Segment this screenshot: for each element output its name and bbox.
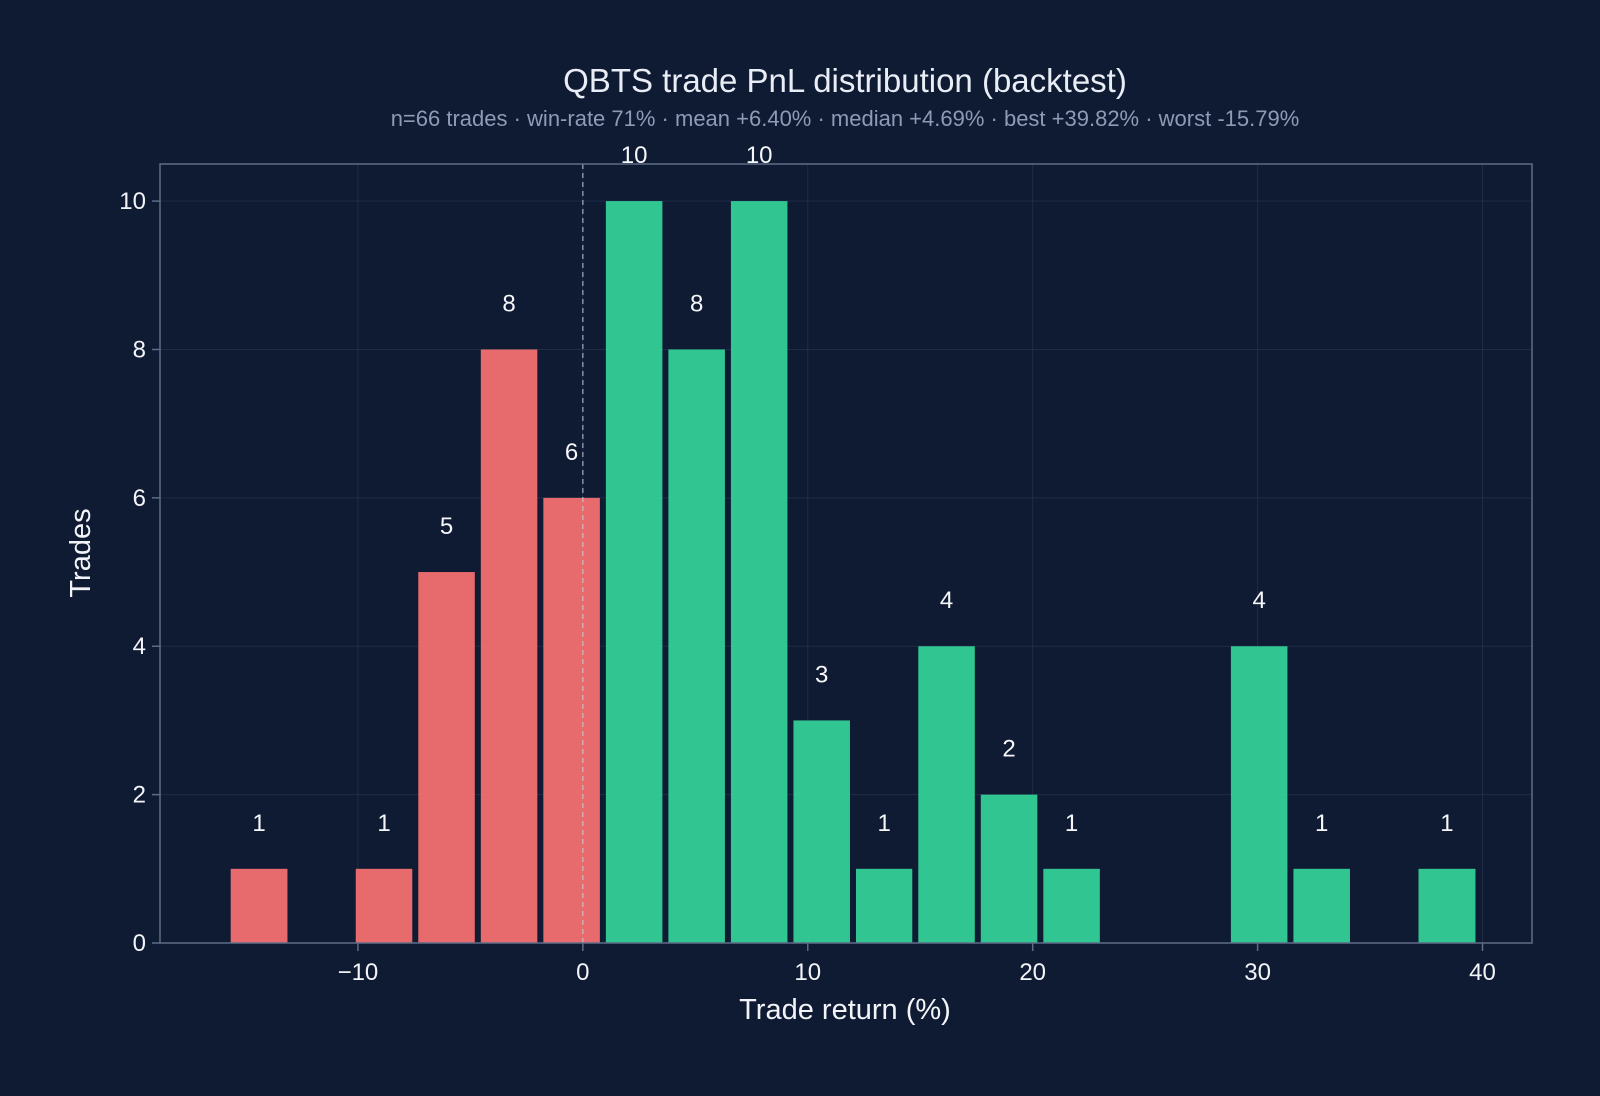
bar-value-label: 10: [621, 142, 648, 169]
bar-value-label: 10: [746, 142, 773, 169]
histogram-bar: [1043, 868, 1100, 943]
bar-value-label: 8: [502, 290, 515, 317]
x-tick-label: 20: [1019, 959, 1046, 986]
x-axis-label: Trade return (%): [739, 994, 951, 1026]
histogram-bar: [730, 201, 788, 944]
histogram-bar: [980, 794, 1038, 943]
chart-title: QBTS trade PnL distribution (backtest): [563, 62, 1127, 99]
bar-value-label: 4: [940, 587, 953, 614]
y-tick-label: 4: [133, 633, 146, 660]
histogram-bar: [418, 572, 475, 943]
histogram-bar: [480, 349, 538, 943]
y-tick-label: 10: [119, 188, 146, 215]
histogram-bar: [1418, 868, 1476, 943]
y-axis-label: Trades: [65, 508, 97, 597]
histogram-bar: [855, 868, 913, 943]
plot-frame: [159, 163, 1533, 944]
histogram-bar: [543, 497, 600, 943]
histogram-bar: [668, 349, 725, 943]
histogram-bar: [1293, 868, 1350, 943]
bar-value-label: 8: [690, 290, 703, 317]
bar-labels: 1 1 5 8 6 10 8 10 3 1 4 2 1 4 1 1: [252, 142, 1453, 837]
x-tick-label: 0: [576, 959, 589, 986]
bars: [230, 201, 1476, 944]
y-tick-label: 8: [133, 336, 146, 363]
x-tick-label: 30: [1244, 959, 1271, 986]
bar-value-label: 1: [1315, 810, 1328, 837]
bar-value-label: 6: [565, 439, 578, 466]
x-axis: −10 0 10 20 30 40: [338, 943, 1496, 986]
y-tick-label: 0: [133, 930, 146, 957]
bar-value-label: 2: [1002, 736, 1015, 763]
x-tick-label: 40: [1469, 959, 1496, 986]
histogram-bar: [605, 201, 663, 944]
y-tick-label: 2: [133, 782, 146, 809]
bar-value-label: 1: [1440, 810, 1453, 837]
chart-subtitle: n=66 trades · win-rate 71% · mean +6.40%…: [391, 106, 1300, 131]
bar-value-label: 3: [815, 661, 828, 688]
bar-value-label: 1: [877, 810, 890, 837]
bar-value-label: 5: [440, 513, 453, 540]
bar-value-label: 1: [252, 810, 265, 837]
bar-value-label: 1: [377, 810, 390, 837]
histogram-bar: [230, 868, 288, 943]
x-tick-label: 10: [794, 959, 821, 986]
bar-value-label: 4: [1252, 587, 1265, 614]
y-tick-label: 6: [133, 485, 146, 512]
histogram-bar: [355, 868, 413, 943]
histogram-bar: [918, 646, 975, 943]
bar-value-label: 1: [1065, 810, 1078, 837]
x-tick-label: −10: [338, 959, 379, 986]
histogram-bar: [793, 720, 850, 943]
histogram-bar: [1230, 646, 1288, 943]
y-axis: 0 2 4 6 8 10: [119, 188, 160, 957]
